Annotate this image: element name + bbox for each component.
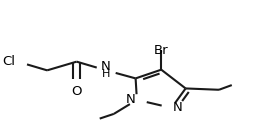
Text: H: H <box>102 69 110 79</box>
Text: O: O <box>72 85 82 98</box>
Text: N: N <box>101 60 111 73</box>
Text: N: N <box>126 93 136 106</box>
Text: N: N <box>173 101 183 114</box>
Text: Br: Br <box>154 44 168 57</box>
Text: Cl: Cl <box>3 55 16 68</box>
